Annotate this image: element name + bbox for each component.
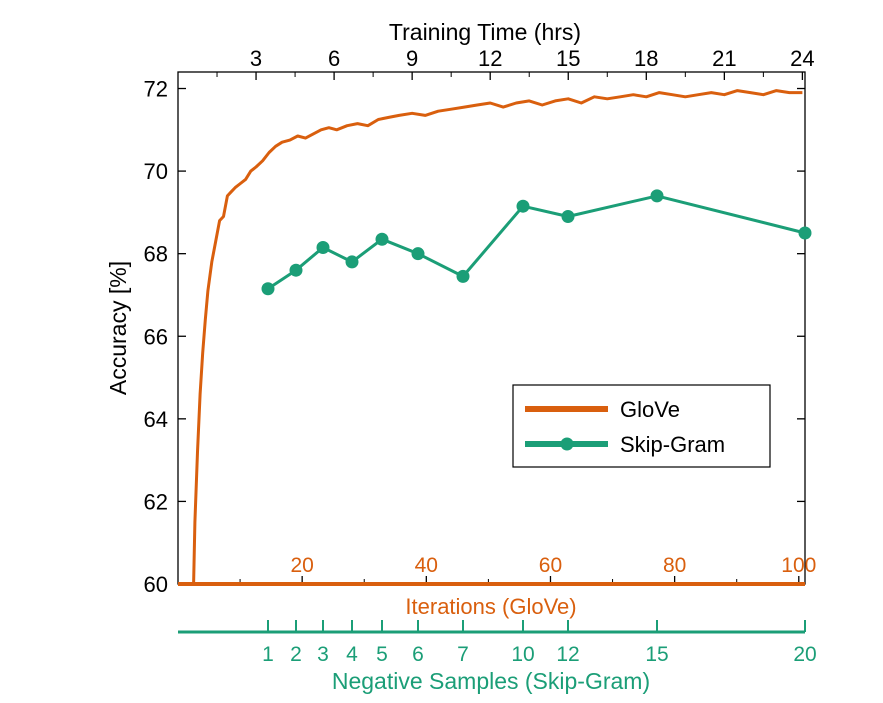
legend: GloVe Skip-Gram [512,384,771,468]
glove-tick-label: 40 [415,554,438,577]
skipgram-point [650,189,664,203]
glove-series-line [192,89,803,585]
top-axis-label: Training Time (hrs) [389,19,581,45]
skipgram-point [261,282,275,296]
glove-axis-label: Iterations (GloVe) [405,594,576,619]
legend-skipgram-label: Skip-Gram [620,432,725,457]
legend-box [512,384,771,468]
skipgram-tick-label: 6 [412,643,424,666]
glove-tick-label: 60 [539,554,562,577]
skipgram-tick-label: 12 [556,643,579,666]
skipgram-tick-label: 4 [346,643,358,666]
skipgram-point [411,247,425,261]
skipgram-negative-samples-axis: 1 2 3 4 5 6 7 10 12 15 20 [262,620,817,666]
top-tick-label: 18 [634,46,658,71]
y-tick-label: 64 [144,407,168,432]
glove-tick-label: 100 [781,554,816,577]
skipgram-point [289,263,303,277]
legend-skipgram-marker [560,437,574,451]
skipgram-tick-label: 5 [376,643,388,666]
top-tick-label: 9 [406,46,418,71]
skipgram-tick-label: 15 [645,643,668,666]
y-tick-label: 60 [144,572,168,597]
skipgram-tick-label: 7 [457,643,469,666]
skipgram-markers [261,189,812,296]
top-tick-label: 21 [712,46,736,71]
skipgram-axis-label: Negative Samples (Skip-Gram) [332,668,650,694]
y-tick-label: 68 [144,242,168,267]
skipgram-tick-label: 10 [511,643,534,666]
skipgram-series-line [267,194,806,291]
y-tick-label: 72 [144,77,168,102]
y-axis: 60 62 64 66 68 70 72 [144,77,805,597]
top-tick-label: 12 [478,46,502,71]
skipgram-tick-label: 2 [290,643,302,666]
glove-tick-label: 20 [290,554,313,577]
skipgram-point [375,232,389,246]
skipgram-tick-label: 20 [793,643,816,666]
skipgram-point [516,199,530,213]
y-tick-label: 62 [144,489,168,514]
glove-iterations-axis: 20 40 60 80 100 [239,554,816,584]
top-axis: 3 6 9 12 15 18 21 24 [216,46,815,80]
y-tick-label: 66 [144,324,168,349]
skipgram-point [798,226,812,240]
legend-glove-label: GloVe [620,397,680,422]
top-tick-label: 6 [328,46,340,71]
glove-tick-label: 80 [663,554,686,577]
y-axis-label: Accuracy [%] [105,261,131,395]
skipgram-point [316,240,330,254]
skipgram-point [561,210,575,224]
top-tick-label: 15 [556,46,580,71]
skipgram-point [456,269,470,283]
y-tick-label: 70 [144,159,168,184]
skipgram-tick-label: 3 [317,643,329,666]
skipgram-tick-label: 1 [262,643,274,666]
top-tick-label: 3 [250,46,262,71]
top-tick-label: 24 [790,46,814,71]
skipgram-point [345,255,359,269]
